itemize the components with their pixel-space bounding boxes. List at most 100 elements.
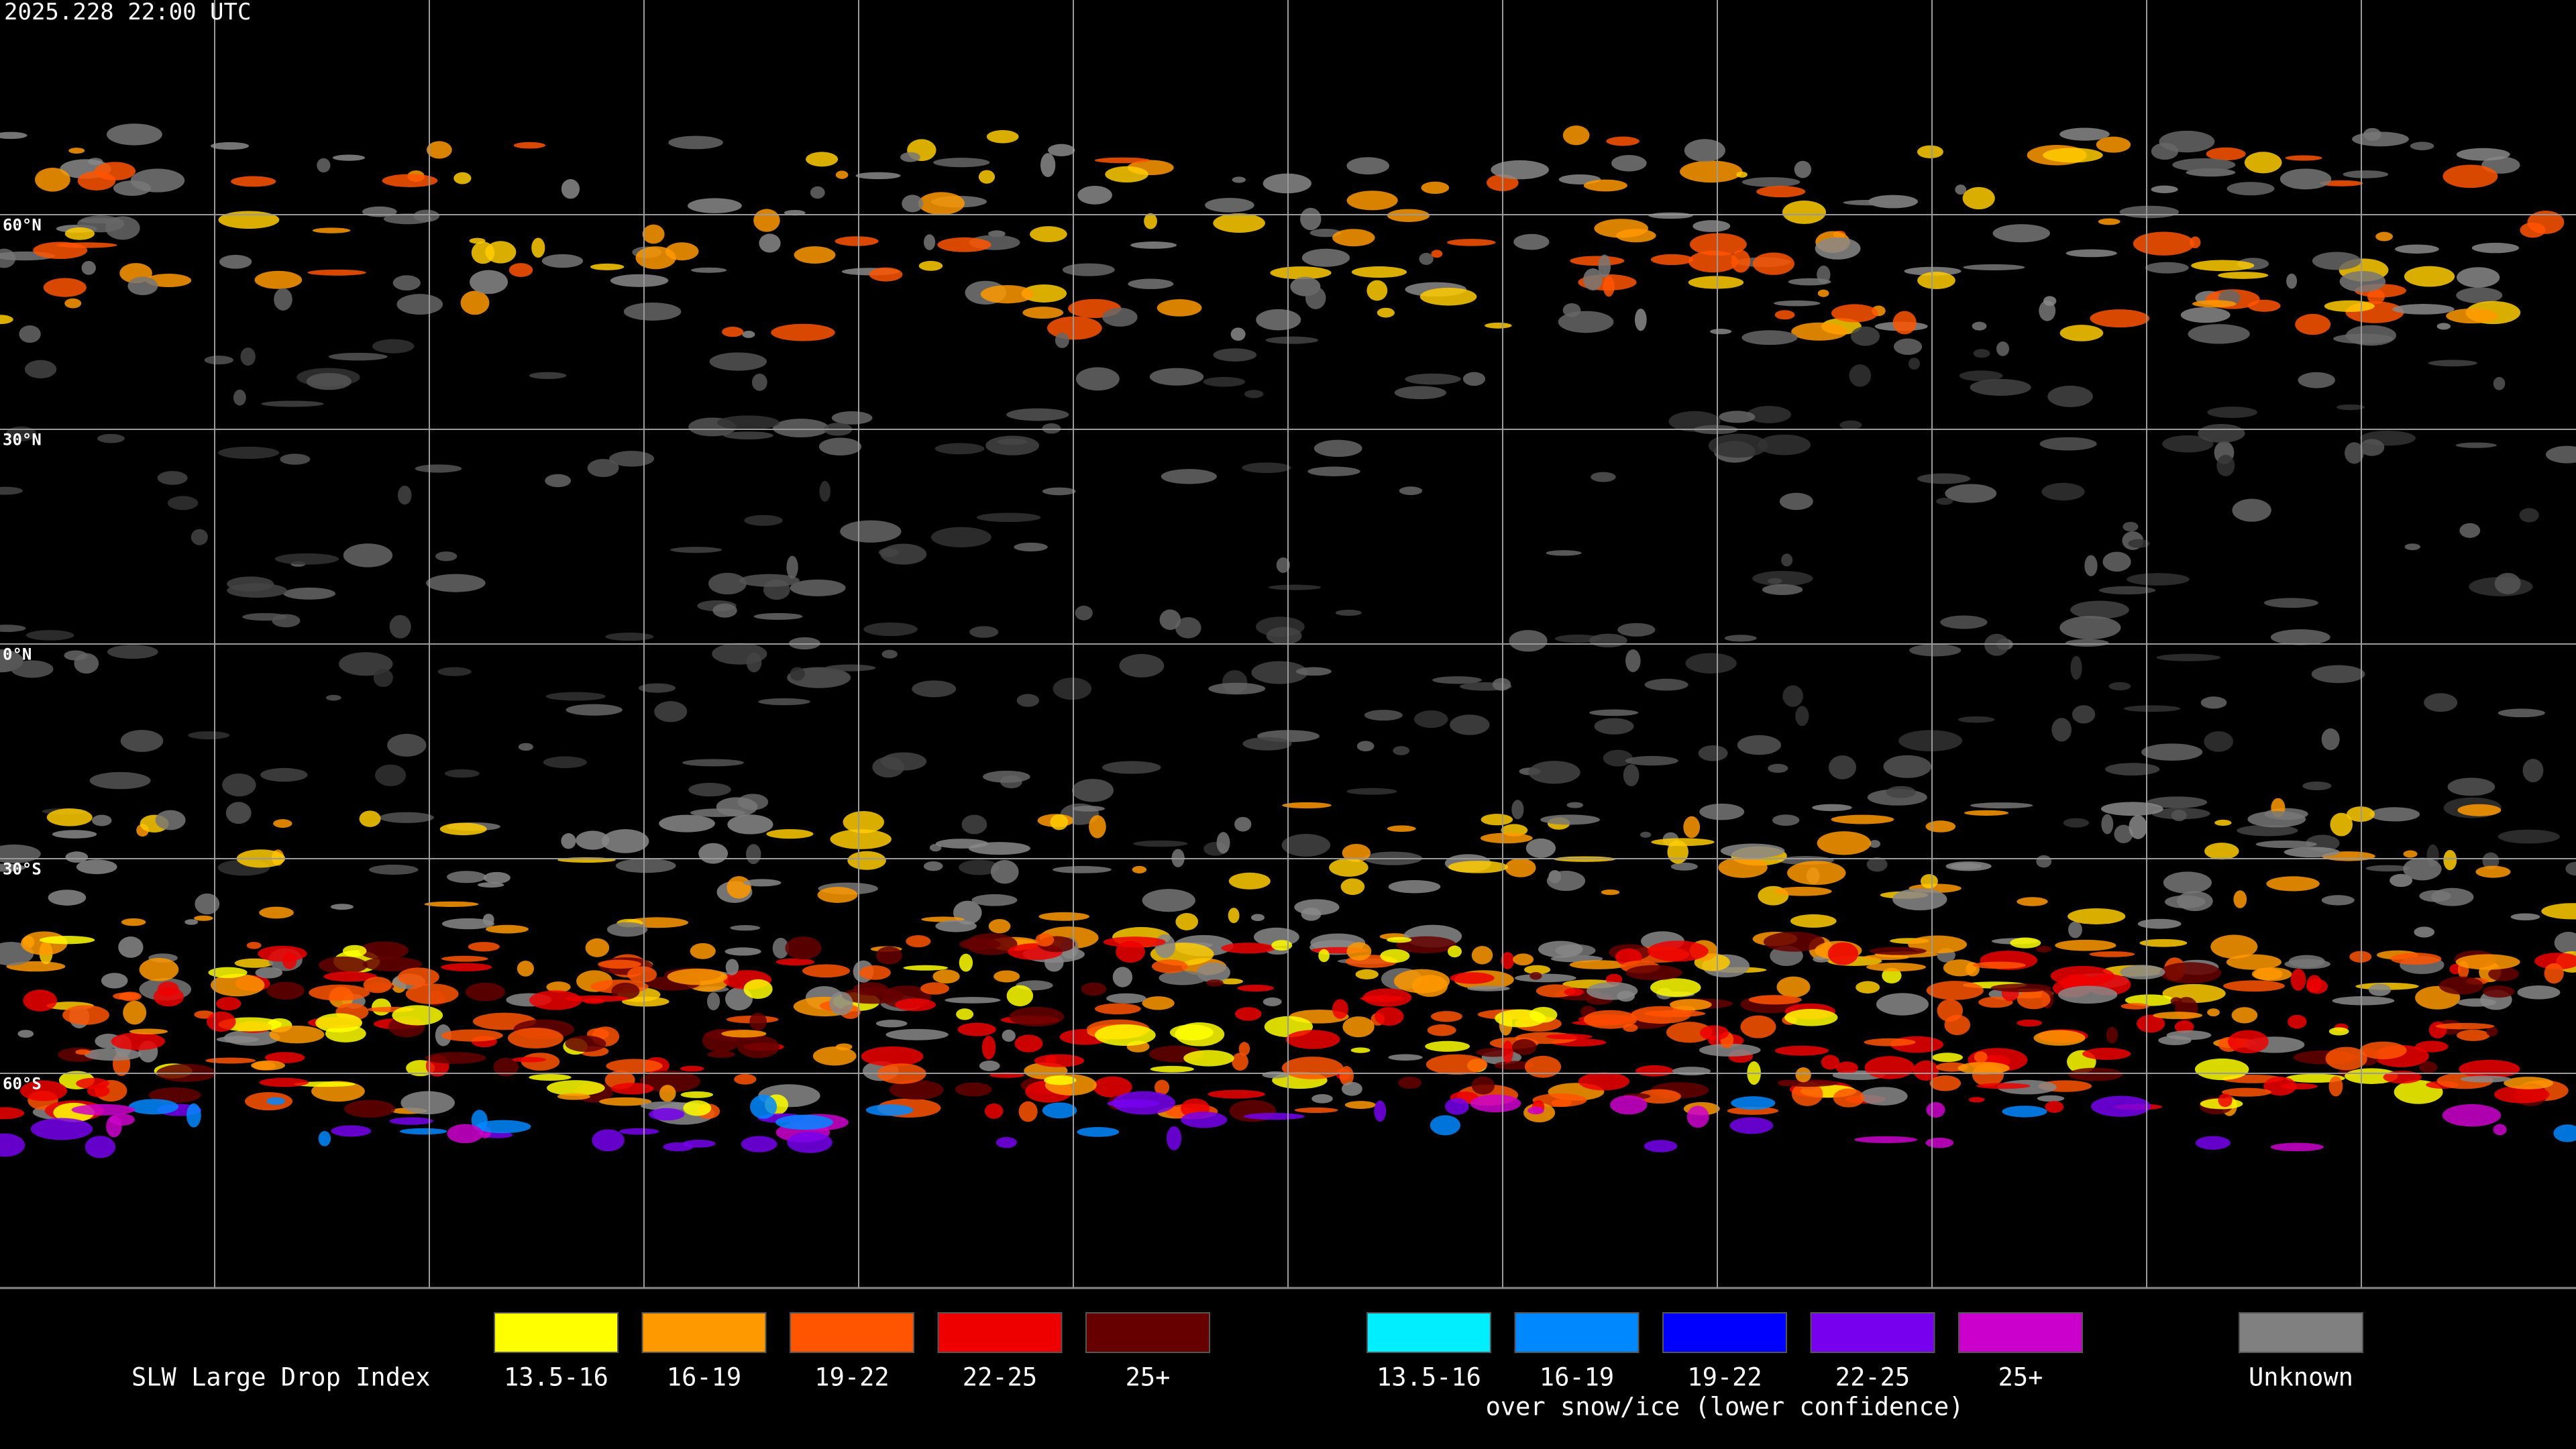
cloud-patch (2554, 932, 2576, 954)
cloud-patch (1650, 978, 1701, 997)
cloud-patch (1175, 913, 1199, 930)
cloud-patch (1625, 755, 1678, 766)
cloud-patch (1362, 988, 1412, 1007)
cloud-patch (2106, 1026, 2118, 1044)
cloud-patch (205, 1057, 256, 1064)
cloud-patch (923, 861, 943, 871)
cloud-patch (2493, 376, 2506, 390)
cloud-patch (2459, 1059, 2520, 1079)
cloud-patch (2166, 1030, 2212, 1040)
cloud-patch (812, 1046, 857, 1066)
cloud-patch (127, 276, 158, 296)
cloud-patch (1387, 825, 1416, 833)
cloud-patch (1075, 605, 1093, 621)
cloud-patch (2228, 1030, 2269, 1054)
cloud-patch (2196, 1136, 2231, 1150)
latitude-label: 60°N (3, 216, 42, 235)
cloud-patch (1589, 633, 1627, 648)
cloud-patch (1393, 746, 1410, 755)
cloud-patch (2233, 890, 2247, 908)
cloud-patch (654, 701, 688, 722)
cloud-patch (1562, 125, 1590, 146)
cloud-patch (707, 1051, 736, 1058)
cloud-patch (1831, 814, 1894, 824)
cloud-patch (543, 756, 587, 769)
cloud-patch (1509, 630, 1548, 652)
cloud-patch (1388, 1054, 1423, 1061)
cloud-patch (1332, 229, 1375, 247)
cloud-patch (1908, 358, 1921, 370)
cloud-patch (101, 973, 128, 989)
cloud-patch (2455, 442, 2497, 448)
cloud-patch (2510, 913, 2540, 920)
cloud-patch (758, 698, 810, 706)
cloud-patch (2403, 857, 2442, 881)
cloud-patch (2207, 1008, 2220, 1017)
cloud-patch (1699, 1043, 1761, 1057)
cloud-patch (2050, 965, 2114, 986)
cloud-patch (1781, 553, 1793, 567)
cloud-patch (1301, 248, 1350, 267)
cloud-patch (1419, 287, 1477, 306)
cloud-patch (344, 1099, 396, 1118)
cloud-patch (2520, 222, 2546, 238)
cloud-patch (1831, 304, 1878, 323)
cloud-patch (1228, 872, 1271, 890)
cloud-patch (743, 879, 782, 887)
cloud-patch (751, 373, 767, 391)
cloud-patch (2043, 296, 2057, 306)
cloud-patch (330, 904, 354, 910)
cloud-patch (68, 148, 85, 154)
cloud-patch (76, 859, 117, 875)
cloud-patch (978, 170, 996, 184)
cloud-patch (1071, 778, 1114, 802)
cloud-patch (1583, 268, 1603, 290)
cloud-patch (1936, 497, 1953, 505)
cloud-patch (261, 400, 324, 407)
cloud-patch (2159, 962, 2222, 984)
cloud-patch (11, 660, 54, 678)
cloud-patch (1787, 861, 1846, 885)
cloud-patch (1014, 1034, 1043, 1053)
cloud-patch (2375, 231, 2393, 241)
legend-label: Unknown (2249, 1363, 2353, 1392)
cloud-patch (80, 218, 123, 224)
cloud-patch (1650, 254, 1694, 266)
cloud-patch (225, 802, 252, 824)
cloud-patch (2403, 850, 2418, 858)
legend-swatch (1810, 1312, 1935, 1353)
cloud-patch (2332, 996, 2395, 1006)
cloud-patch (2206, 147, 2246, 161)
cloud-patch (698, 843, 729, 864)
cloud-patch (1546, 550, 1582, 556)
cloud-patch (2137, 1014, 2165, 1033)
cloud-patch (561, 833, 576, 849)
cloud-patch (1093, 1076, 1132, 1098)
cloud-patch (359, 941, 409, 960)
cloud-patch (2457, 267, 2500, 288)
cloud-patch (1962, 186, 1995, 210)
cloud-patch (1018, 1101, 1038, 1122)
cloud-patch (592, 1129, 625, 1152)
cloud-patch (1342, 843, 1371, 862)
cloud-patch (985, 435, 1040, 455)
cloud-patch (1132, 865, 1147, 873)
cloud-patch (1688, 276, 1744, 289)
cloud-patch (531, 237, 545, 258)
cloud-patch (2147, 796, 2208, 808)
cloud-patch (1529, 1007, 1558, 1023)
cloud-patch (1583, 1010, 1638, 1029)
cloud-patch (1346, 788, 1397, 795)
cloud-patch (1791, 1082, 1823, 1106)
cloud-patch (227, 576, 274, 592)
cloud-patch (1686, 1106, 1709, 1128)
cloud-patch (545, 474, 572, 488)
cloud-patch (52, 830, 97, 839)
cloud-patch (1294, 899, 1340, 916)
cloud-patch (1250, 914, 1265, 922)
cloud-patch (1756, 186, 1806, 198)
cloud-patch (1213, 348, 1257, 362)
cloud-patch (1566, 802, 1584, 808)
cloud-patch (2443, 164, 2498, 189)
